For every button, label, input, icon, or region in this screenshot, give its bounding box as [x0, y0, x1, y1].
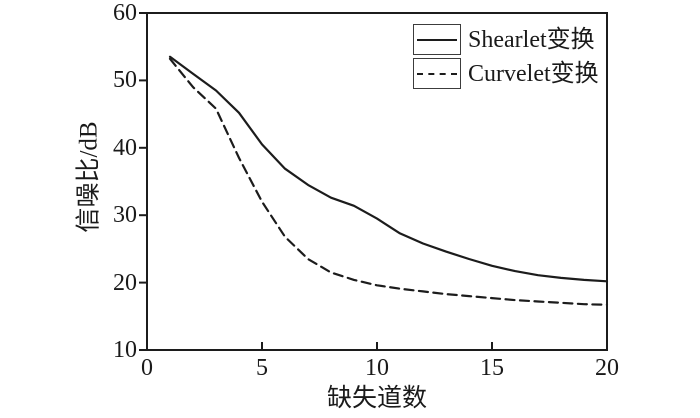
y-tick-label: 50 [113, 67, 137, 94]
x-tick-label: 15 [480, 355, 504, 381]
legend-key-box-solid [413, 24, 461, 55]
x-axis-label: 缺失道数 [326, 385, 428, 412]
x-tick-label: 10 [365, 355, 389, 381]
legend-key-box-dashed [413, 58, 461, 89]
dashed-line-sample-icon [417, 72, 457, 75]
y-tick-label: 60 [113, 0, 137, 26]
y-tick-label: 20 [113, 269, 137, 296]
legend-label-curvelet: Curvelet变换 [468, 60, 599, 87]
legend: Shearlet变换 Curvelet变换 [413, 24, 599, 92]
legend-entry-curvelet: Curvelet变换 [413, 58, 599, 89]
y-tick-label: 30 [113, 202, 137, 229]
x-tick-label: 5 [256, 355, 268, 381]
solid-line-sample-icon [417, 38, 457, 41]
series-line-dashed [168, 57, 609, 306]
x-tick-label: 20 [595, 355, 619, 381]
legend-entry-shearlet: Shearlet变换 [413, 24, 599, 55]
x-tick-label: 0 [141, 355, 153, 381]
legend-label-shearlet: Shearlet变换 [468, 26, 595, 53]
y-tick-label: 40 [113, 134, 137, 161]
y-axis-label: 信噪比/dB [75, 121, 103, 233]
series-line-solid [168, 55, 609, 283]
y-tick-label: 10 [113, 337, 137, 363]
